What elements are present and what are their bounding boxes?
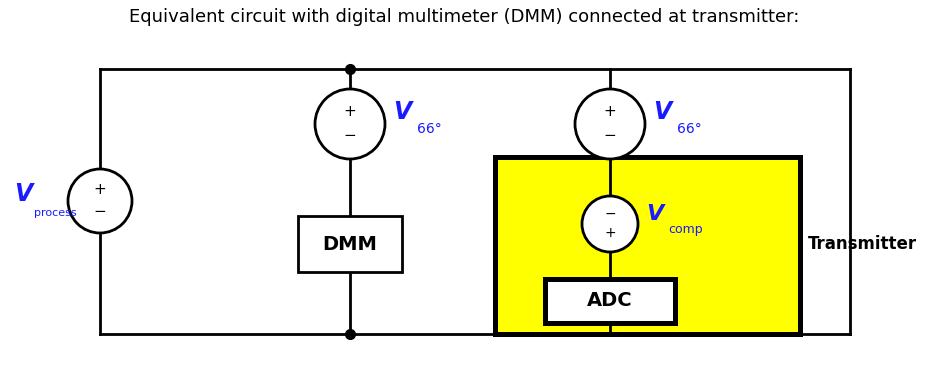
- Text: −: −: [603, 207, 616, 221]
- Circle shape: [68, 169, 132, 233]
- Text: 66°: 66°: [416, 122, 441, 136]
- Text: V: V: [653, 100, 670, 124]
- Text: DMM: DMM: [323, 235, 377, 254]
- Text: +: +: [603, 103, 616, 119]
- Text: comp: comp: [667, 224, 702, 236]
- Bar: [494, 157, 799, 334]
- Text: V: V: [14, 182, 32, 206]
- Text: process: process: [33, 208, 76, 218]
- Text: Transmitter: Transmitter: [807, 235, 916, 253]
- Text: V: V: [645, 204, 663, 224]
- Text: −: −: [94, 204, 107, 219]
- Circle shape: [314, 89, 385, 159]
- Circle shape: [575, 89, 644, 159]
- Text: ADC: ADC: [587, 291, 632, 310]
- Bar: [544, 279, 674, 323]
- Text: 66°: 66°: [677, 122, 701, 136]
- Text: V: V: [392, 100, 411, 124]
- Text: −: −: [343, 127, 356, 143]
- Text: +: +: [343, 103, 356, 119]
- Text: Equivalent circuit with digital multimeter (DMM) connected at transmitter:: Equivalent circuit with digital multimet…: [129, 8, 798, 26]
- Text: +: +: [94, 182, 107, 196]
- Text: +: +: [603, 226, 616, 240]
- Bar: [298, 216, 401, 272]
- Circle shape: [581, 196, 638, 252]
- Text: −: −: [603, 127, 616, 143]
